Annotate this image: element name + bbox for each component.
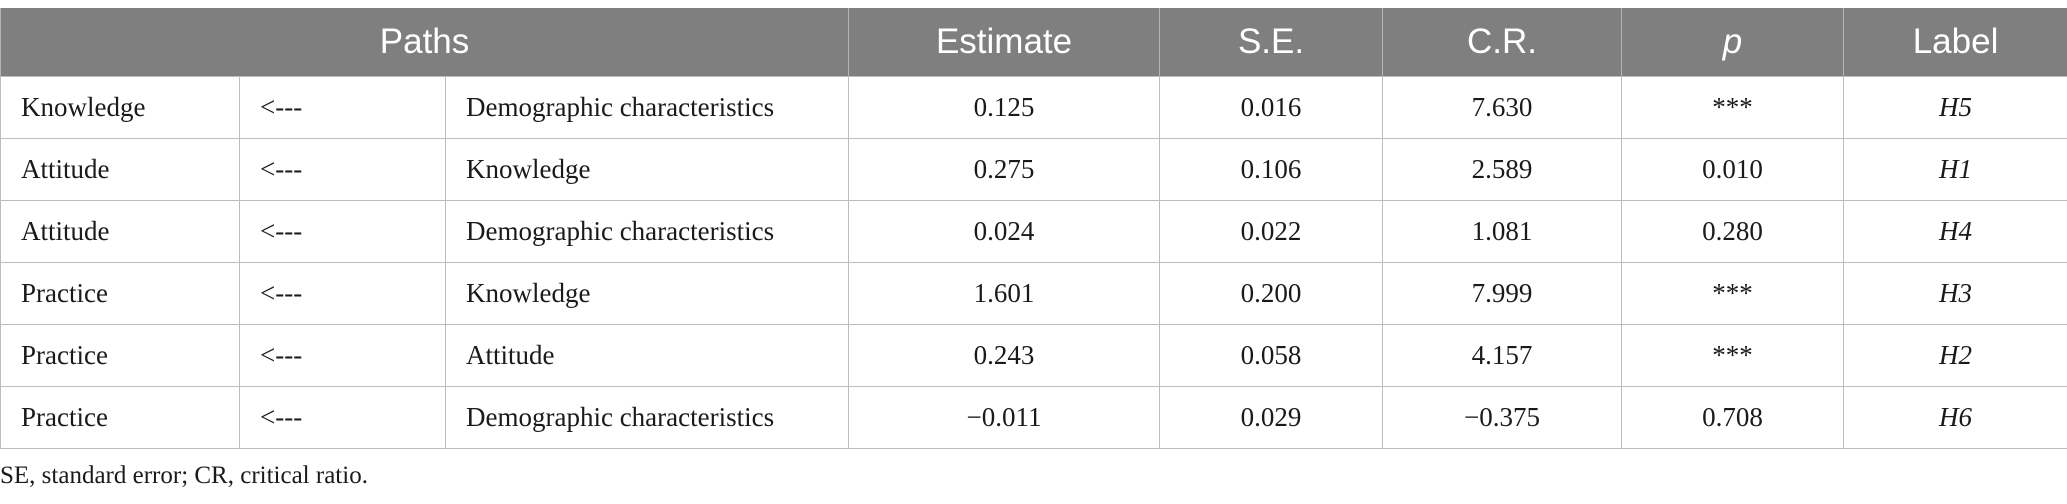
cell-estimate: 0.024 xyxy=(848,200,1161,263)
cell-se: 0.106 xyxy=(1159,138,1384,201)
table-row: Knowledge <--- Demographic characteristi… xyxy=(0,76,2067,139)
cell-cr: 1.081 xyxy=(1382,200,1623,263)
cell-p: 0.280 xyxy=(1621,200,1845,263)
table-header-row: Paths Estimate S.E. C.R. p Label xyxy=(0,8,2067,77)
cell-outcome: Practice xyxy=(0,386,240,449)
cell-se: 0.016 xyxy=(1159,76,1384,139)
cell-outcome: Knowledge xyxy=(0,76,240,139)
table-row: Practice <--- Knowledge 1.601 0.200 7.99… xyxy=(0,262,2067,325)
cell-cr: −0.375 xyxy=(1382,386,1623,449)
cell-predictor: Demographic characteristics xyxy=(444,76,850,139)
header-estimate: Estimate xyxy=(848,8,1161,77)
cell-label: H1 xyxy=(1843,138,2067,201)
cell-estimate: 1.601 xyxy=(848,262,1161,325)
header-p: p xyxy=(1621,8,1845,77)
cell-outcome: Practice xyxy=(0,324,240,387)
path-estimates-table: Paths Estimate S.E. C.R. p Label Knowled… xyxy=(0,8,2067,449)
cell-estimate: −0.011 xyxy=(848,386,1161,449)
table-row: Practice <--- Demographic characteristic… xyxy=(0,386,2067,449)
cell-label: H2 xyxy=(1843,324,2067,387)
cell-cr: 2.589 xyxy=(1382,138,1623,201)
cell-p: 0.708 xyxy=(1621,386,1845,449)
cell-estimate: 0.125 xyxy=(848,76,1161,139)
cell-p: *** xyxy=(1621,76,1845,139)
cell-se: 0.022 xyxy=(1159,200,1384,263)
cell-label: H5 xyxy=(1843,76,2067,139)
cell-arrow: <--- xyxy=(239,138,446,201)
cell-arrow: <--- xyxy=(239,262,446,325)
table-footnote: SE, standard error; CR, critical ratio. xyxy=(0,462,368,489)
cell-arrow: <--- xyxy=(239,324,446,387)
cell-label: H6 xyxy=(1843,386,2067,449)
cell-p: *** xyxy=(1621,324,1845,387)
cell-outcome: Attitude xyxy=(0,138,240,201)
cell-se: 0.029 xyxy=(1159,386,1384,449)
header-se: S.E. xyxy=(1159,8,1384,77)
cell-label: H3 xyxy=(1843,262,2067,325)
cell-se: 0.200 xyxy=(1159,262,1384,325)
cell-predictor: Demographic characteristics xyxy=(444,386,850,449)
table-row: Attitude <--- Knowledge 0.275 0.106 2.58… xyxy=(0,138,2067,201)
cell-arrow: <--- xyxy=(239,200,446,263)
cell-predictor: Demographic characteristics xyxy=(444,200,850,263)
cell-estimate: 0.275 xyxy=(848,138,1161,201)
cell-predictor: Attitude xyxy=(444,324,850,387)
cell-p: 0.010 xyxy=(1621,138,1845,201)
cell-se: 0.058 xyxy=(1159,324,1384,387)
cell-estimate: 0.243 xyxy=(848,324,1161,387)
header-paths: Paths xyxy=(0,8,850,77)
cell-cr: 4.157 xyxy=(1382,324,1623,387)
cell-arrow: <--- xyxy=(239,76,446,139)
cell-outcome: Practice xyxy=(0,262,240,325)
results-table-container: Paths Estimate S.E. C.R. p Label Knowled… xyxy=(0,8,2067,449)
cell-cr: 7.999 xyxy=(1382,262,1623,325)
cell-p: *** xyxy=(1621,262,1845,325)
cell-arrow: <--- xyxy=(239,386,446,449)
cell-outcome: Attitude xyxy=(0,200,240,263)
table-row: Attitude <--- Demographic characteristic… xyxy=(0,200,2067,263)
cell-label: H4 xyxy=(1843,200,2067,263)
cell-cr: 7.630 xyxy=(1382,76,1623,139)
header-label: Label xyxy=(1843,8,2067,77)
cell-predictor: Knowledge xyxy=(444,138,850,201)
header-cr: C.R. xyxy=(1382,8,1623,77)
table-row: Practice <--- Attitude 0.243 0.058 4.157… xyxy=(0,324,2067,387)
cell-predictor: Knowledge xyxy=(444,262,850,325)
